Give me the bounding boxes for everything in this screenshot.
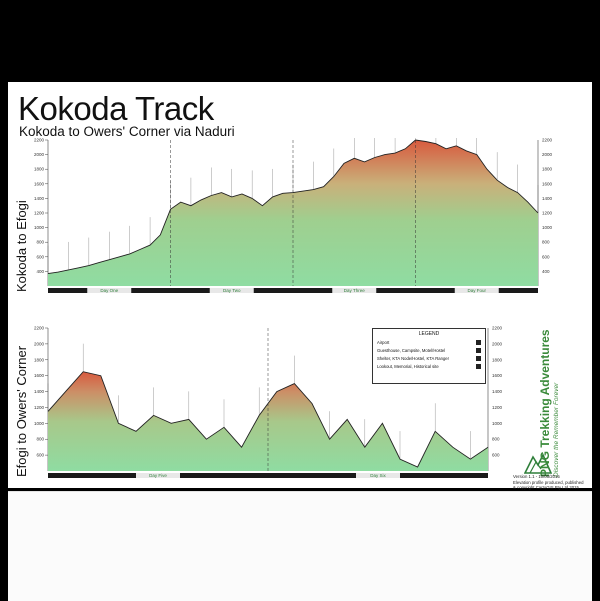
map-sheet: Kokoda Track Kokoda to Owers' Corner via… xyxy=(8,82,592,490)
y-tick-label: 2200 xyxy=(34,326,45,331)
y-tick-label-right: 2200 xyxy=(492,326,503,331)
y-tick-label: 2000 xyxy=(34,341,45,346)
day-segment xyxy=(454,288,499,293)
y-tick-label-right: 600 xyxy=(492,453,500,458)
page-title: Kokoda Track xyxy=(18,90,214,127)
y-tick-label: 400 xyxy=(36,269,44,274)
y-tick-label-right: 1400 xyxy=(542,196,553,201)
day-bar xyxy=(48,473,488,478)
y-tick-label-right: 1200 xyxy=(492,405,503,410)
y-tick-label-right: 800 xyxy=(492,437,500,442)
y-tick-label: 1000 xyxy=(34,225,45,230)
y-tick-label: 1600 xyxy=(34,373,45,378)
credit-produced: Elevation profile produced, published xyxy=(513,479,584,485)
y-tick-label-right: 1800 xyxy=(492,357,503,362)
day-segment xyxy=(87,288,132,293)
efogi-owers-profile: 600 600 800 800 1000 1000 1200 1200 1400 1400 1600… xyxy=(34,326,503,478)
legend: LEGEND Airport Guesthouse, Campsite, Mot… xyxy=(372,328,486,384)
credit-copyright: & copyright CartoGIS Pty Ltd 2015 xyxy=(513,485,579,491)
y-tick-label-right: 2000 xyxy=(542,152,553,157)
y-tick-label-right: 2000 xyxy=(492,341,503,346)
legend-label-lookout: Lookout, Memorial, Historical site xyxy=(377,364,439,369)
day-label: Day Four xyxy=(467,288,486,293)
brand-tagline: Discover the Remember Forever xyxy=(553,382,560,477)
y-tick-label: 1600 xyxy=(34,181,45,186)
y-tick-label: 1400 xyxy=(34,196,45,201)
day-label: Day Six xyxy=(370,473,386,478)
y-tick-label-right: 2200 xyxy=(542,138,553,143)
y-tick-label-right: 600 xyxy=(542,254,550,259)
day-segment xyxy=(209,288,254,293)
y-tick-label: 2200 xyxy=(34,138,45,143)
y-tick-label-right: 800 xyxy=(542,240,550,245)
shelter-icon xyxy=(476,356,481,361)
y-tick-label: 1400 xyxy=(34,389,45,394)
lookout-icon xyxy=(476,364,481,369)
y-tick-label-right: 400 xyxy=(542,269,550,274)
legend-label-shelter: Shelter, KTA Node/Hostel, KTA Ranger xyxy=(377,356,449,361)
mountain-logo-icon xyxy=(524,453,552,474)
day-segment xyxy=(136,473,180,478)
y-tick-label: 600 xyxy=(36,254,44,259)
legend-row: Shelter, KTA Node/Hostel, KTA Ranger xyxy=(377,356,481,361)
elevation-charts: 400 400 600 600 800 800 1000 1000 1200 1200 1400 14… xyxy=(34,138,553,478)
legend-row: Airport xyxy=(377,340,481,345)
y-tick-label: 2000 xyxy=(34,152,45,157)
y-tick-label: 800 xyxy=(36,240,44,245)
elevation-area xyxy=(48,371,488,471)
y-tick-label: 1000 xyxy=(34,421,45,426)
legend-row: Guesthouse, Campsite, Motel/Hostel xyxy=(377,348,481,353)
page-subtitle: Kokoda to Owers' Corner via Naduri xyxy=(19,124,235,139)
legend-title: LEGEND xyxy=(418,331,440,337)
y-tick-label-right: 1800 xyxy=(542,167,553,172)
y-tick-label: 1200 xyxy=(34,405,45,410)
y-tick-label: 1200 xyxy=(34,211,45,216)
campsite-icon xyxy=(476,348,481,353)
credit-version: Version 1.1 - 10/06/2015 xyxy=(513,474,560,479)
y-tick-label: 1800 xyxy=(34,357,45,362)
legend-label-airport: Airport xyxy=(377,340,390,345)
y-tick-label: 600 xyxy=(36,453,44,458)
brand-name: PNG Trekking Adventures xyxy=(538,329,552,477)
next-page-strip xyxy=(8,491,592,601)
day-segment xyxy=(332,288,377,293)
day-bar xyxy=(48,288,538,293)
y-tick-label-right: 1400 xyxy=(492,389,503,394)
airport-icon xyxy=(476,340,481,345)
day-label: Day Two xyxy=(223,288,241,293)
y-tick-label: 800 xyxy=(36,437,44,442)
day-label: Day One xyxy=(100,288,118,293)
day-segment xyxy=(356,473,400,478)
y-tick-label-right: 1000 xyxy=(542,225,553,230)
credits: Version 1.1 - 10/06/2015 Elevation profi… xyxy=(513,474,597,491)
y-tick-label: 1800 xyxy=(34,167,45,172)
y-tick-label-right: 1200 xyxy=(542,211,553,216)
legend-label-guesthouse: Guesthouse, Campsite, Motel/Hostel xyxy=(377,348,446,353)
y-tick-label-right: 1600 xyxy=(542,181,553,186)
legend-row: Lookout, Memorial, Historical site xyxy=(377,364,481,369)
y-tick-label-right: 1600 xyxy=(492,373,503,378)
day-label: Day Five xyxy=(149,473,167,478)
y-tick-label-right: 1000 xyxy=(492,421,503,426)
kokoda-efogi-profile: 400 400 600 600 800 800 1000 1000 1200 1200 1400 14… xyxy=(34,138,553,293)
day-label: Day Three xyxy=(344,288,365,293)
